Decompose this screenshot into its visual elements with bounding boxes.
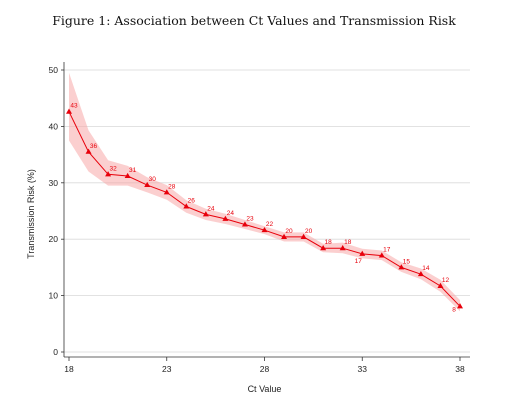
data-point-6: [183, 203, 190, 209]
confidence-band: [69, 72, 460, 312]
data-point-5: [163, 189, 170, 195]
data-point-18: [417, 270, 424, 277]
data-point-20: [457, 303, 463, 309]
data-point-2: [105, 171, 112, 177]
data-label-11: 20: [285, 228, 293, 235]
ytick-label-2: 20: [49, 234, 59, 244]
data-point-1: [85, 148, 92, 154]
ytick-label-0: 0: [53, 347, 58, 357]
data-label-12: 20: [305, 228, 313, 235]
data-point-8: [222, 215, 229, 221]
x-axis-label: Ct Value: [248, 384, 282, 394]
data-point-7: [202, 211, 209, 217]
data-point-19: [437, 282, 444, 289]
data-label-14: 18: [344, 239, 352, 246]
data-label-5: 28: [168, 183, 176, 190]
data-point-4: [144, 181, 151, 188]
xtick-label-2: 28: [260, 364, 270, 374]
tick-labels: 0 10 20 30 40 50 18 23 28 33 38: [49, 65, 465, 374]
data-label-0: 43: [70, 103, 78, 110]
data-label-20: 8: [452, 306, 456, 313]
data-point-16: [378, 252, 385, 258]
data-label-1: 36: [90, 143, 98, 150]
data-point-10: [261, 226, 268, 233]
data-label-17: 15: [403, 258, 411, 265]
ytick-label-4: 40: [49, 121, 59, 131]
series-line: [68, 111, 461, 307]
data-label-13: 18: [325, 239, 333, 246]
data-label-15: 17: [355, 258, 363, 265]
data-label-2: 32: [109, 165, 117, 172]
data-label-9: 23: [246, 216, 254, 223]
data-point-17: [398, 264, 405, 270]
data-label-4: 30: [149, 176, 157, 183]
data-point-0: [66, 108, 72, 114]
data-point-11: [281, 233, 288, 239]
y-axis-label: Transmission Risk (%): [26, 169, 36, 259]
data-point-9: [241, 221, 248, 227]
data-label-19: 12: [442, 277, 450, 284]
data-point-14: [339, 245, 346, 251]
data-label-3: 31: [129, 167, 137, 174]
xtick-label-4: 38: [455, 364, 465, 374]
data-point-15: [359, 250, 366, 256]
chart-title: Figure 1: Association between Ct Values …: [52, 13, 456, 28]
data-label-6: 26: [188, 197, 196, 204]
xtick-label-0: 18: [64, 364, 74, 374]
ytick-label-5: 50: [49, 65, 59, 75]
data-label-18: 14: [422, 265, 430, 272]
data-labels: 43 36 32 31 30 28 26 24 24 23 22 20 20 18 18 17 17 15 14 12…: [70, 103, 456, 314]
data-point-13: [320, 245, 327, 251]
data-points: [66, 108, 463, 309]
xtick-label-1: 23: [162, 364, 172, 374]
data-point-3: [124, 172, 131, 179]
xtick-label-3: 33: [358, 364, 368, 374]
ytick-label-3: 30: [49, 178, 59, 188]
ytick-label-1: 10: [49, 291, 59, 301]
axes: [61, 62, 470, 361]
data-label-10: 22: [266, 221, 274, 228]
data-label-16: 17: [383, 247, 391, 254]
data-label-8: 24: [227, 210, 235, 217]
data-point-12: [300, 233, 307, 239]
data-label-7: 24: [207, 205, 215, 212]
grid-lines: [64, 69, 470, 353]
